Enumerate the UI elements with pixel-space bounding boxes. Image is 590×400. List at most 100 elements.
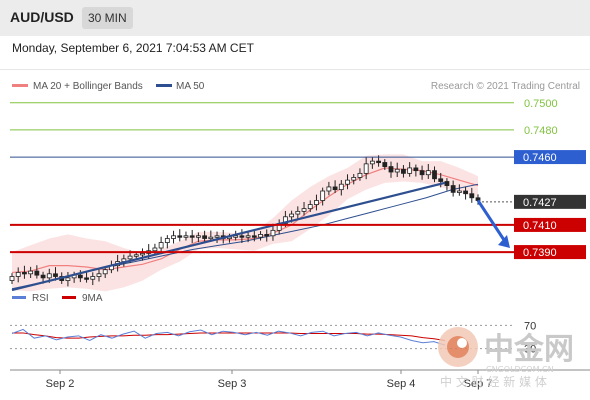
candle [401, 165, 406, 178]
candle-up [15, 272, 21, 277]
candle-up [46, 273, 52, 279]
candle [363, 157, 369, 180]
candle-up [208, 236, 214, 240]
x-tick-label: Sep 7 [464, 378, 493, 390]
candle-up [369, 160, 375, 165]
candle-down [34, 270, 40, 276]
candle-down [177, 235, 183, 238]
candle-up [326, 186, 332, 192]
candle [90, 272, 96, 286]
candle [258, 231, 263, 241]
candle [34, 265, 40, 279]
level-box-0.7460 [514, 150, 586, 165]
candle-down [332, 186, 338, 191]
candle-up [301, 208, 307, 212]
watermark-disc-inner [447, 336, 469, 358]
candle-down [469, 193, 475, 199]
candle [239, 229, 245, 243]
candle [351, 174, 357, 185]
candle [177, 229, 183, 242]
chart-datetime: Monday, September 6, 2021 7:04:53 AM CET [12, 41, 254, 55]
watermark-disc-dot [457, 338, 467, 348]
candle-down [22, 272, 27, 275]
level-label-0.7390: 0.7390 [523, 247, 557, 259]
candle-up [127, 255, 133, 260]
candle [432, 166, 437, 183]
candle [314, 194, 319, 211]
forecast-arrow-shaft [476, 199, 508, 244]
candle [164, 235, 170, 249]
candle-down [401, 168, 406, 174]
candle-down [388, 166, 394, 173]
candle-down [84, 277, 89, 280]
bollinger-band [12, 154, 478, 292]
candle [202, 230, 208, 243]
candle-down [450, 185, 456, 193]
candle-down [189, 235, 195, 238]
candle [394, 162, 400, 178]
candle-up [158, 242, 164, 249]
watermark-url: CNGOLDCOM.CN [486, 365, 554, 374]
candle [326, 181, 332, 196]
candle-up [90, 276, 96, 280]
candle-up [65, 277, 71, 281]
price-chart[interactable]: MA 20 + Bollinger Bands MA 50 Research © 2… [0, 36, 590, 400]
candle [357, 168, 363, 181]
candle [463, 186, 468, 200]
candle-down [444, 181, 450, 186]
candle-up [258, 234, 263, 238]
candle-up [164, 238, 170, 243]
candle-up [9, 276, 15, 281]
rsi-level-label-30: 30 [524, 344, 536, 356]
x-tick-label: Sep 4 [387, 378, 416, 390]
candle-down [77, 274, 83, 279]
candle [195, 232, 201, 243]
candle [96, 267, 102, 282]
candle [456, 184, 462, 196]
candle [369, 156, 375, 169]
candle-up [245, 235, 251, 238]
rsi-line [11, 328, 446, 346]
candle [183, 231, 189, 241]
watermark-logo [438, 327, 478, 367]
legend-label-ma50: MA 50 [176, 81, 205, 92]
candle [382, 159, 388, 170]
forecast-arrow-head [498, 235, 510, 248]
timeframe-button[interactable]: 30 MIN [82, 7, 133, 29]
legend-swatch-bollinger [12, 84, 28, 87]
candle-up [363, 163, 369, 174]
candle-up [338, 183, 344, 191]
candle-up [307, 204, 313, 210]
candle-down [432, 170, 437, 180]
candle [425, 163, 431, 179]
candle-up [152, 247, 158, 252]
candle [388, 161, 394, 178]
candle-up [394, 168, 400, 173]
candle-down [419, 170, 425, 176]
candle-up [289, 213, 295, 218]
top-bar: AUD/USD 30 MIN [0, 0, 590, 36]
candle-up [314, 200, 319, 205]
candle [84, 271, 89, 283]
candle-up [345, 179, 350, 185]
candle [15, 267, 21, 283]
level-box-0.7390 [514, 245, 586, 260]
candle [332, 180, 338, 194]
rsi-level-label-70: 70 [524, 320, 536, 332]
candle [320, 187, 326, 206]
candle-up [425, 170, 431, 176]
watermark-tagline: 中 文 财 经 新 媒 体 [440, 374, 547, 389]
level-label-0.7410: 0.7410 [523, 220, 557, 232]
candle-up [133, 254, 139, 257]
candle-up [140, 253, 145, 256]
level-label-0.7480: 0.7480 [524, 125, 558, 137]
candle [171, 230, 176, 244]
candle [189, 229, 195, 243]
ma20-line [11, 167, 479, 274]
candle-down [463, 190, 468, 195]
candle-up [183, 235, 189, 238]
candle-up [270, 229, 276, 237]
candle-down [251, 235, 257, 238]
legend-label-bollinger: MA 20 + Bollinger Bands [33, 81, 143, 92]
level-label-0.7500: 0.7500 [524, 98, 558, 110]
